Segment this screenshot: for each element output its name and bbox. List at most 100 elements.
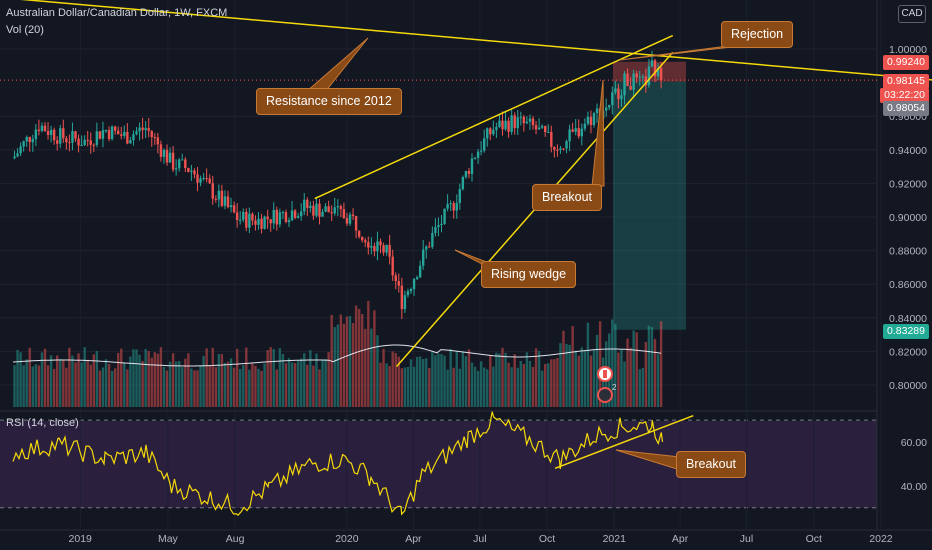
volume-bar [513,353,516,407]
volume-bar [28,347,31,407]
volume-bar [601,357,605,407]
volume-bar [580,347,583,407]
candle-body [52,129,56,141]
volume-bar [598,321,602,407]
candle-body [220,190,224,206]
currency-button[interactable]: CAD [898,5,926,23]
volume-bar [211,347,214,407]
candle-body [574,128,577,132]
candle-body [275,209,278,225]
volume-bar [110,370,114,407]
candle-body [263,216,266,229]
price-tick-label: 0.84000 [889,313,927,325]
candle-body [418,265,422,278]
volume-bar [126,369,129,407]
volume-bar [220,353,224,407]
volume-bar [623,361,626,407]
volume-bar [132,349,135,407]
candle-body [229,205,233,208]
candle-body [534,125,538,130]
volume-bar [629,347,632,407]
candle-body [653,60,657,77]
volume-bar [659,321,663,407]
candle-body [486,128,489,139]
candle-body [31,139,34,143]
candle-body [608,104,611,108]
candle-body [394,275,397,282]
volume-bar [583,350,587,407]
volume-bar [507,362,510,407]
candle-body [290,210,294,221]
candle-body [620,95,623,100]
candle-body [306,199,309,209]
candle-body [629,86,632,90]
volume-bar [95,351,99,407]
volume-bar [287,358,291,407]
volume-bar [223,362,227,407]
volume-bar [483,367,486,407]
volume-bar [162,366,166,407]
candle-body [251,213,254,221]
candle-body [370,246,373,248]
candle-body [107,130,111,140]
volume-bar [470,362,474,407]
volume-bar [559,343,562,407]
volume-bar [525,352,529,407]
volume-bar [373,310,376,407]
volume-bar [92,354,95,407]
volume-bar [303,353,306,407]
candle-body [193,170,196,175]
volume-bar [74,362,77,407]
volume-bar [498,353,501,407]
candle-body [501,120,504,130]
volume-bar [300,358,303,407]
volume-bar [171,353,175,407]
volume-bar [309,350,312,407]
price-tick-label: 0.94000 [889,145,927,157]
time-axis-label: Oct [539,533,555,545]
candle-body [184,159,187,169]
candle-body [22,141,25,147]
candle-body [412,279,416,290]
candle-body [583,123,587,129]
volume-bar [306,364,309,407]
volume-bar [214,367,217,407]
volume-bar [254,365,257,407]
candle-body [556,149,559,151]
volume-bar [354,305,358,407]
volume-bar [357,308,361,407]
volume-bar [117,352,120,407]
volume-bar [275,369,278,407]
candle-body [68,142,71,144]
candle-body [647,66,651,86]
volume-bar [586,322,590,407]
volume-bar [458,368,461,407]
candle-body [40,125,44,131]
volume-bar [83,347,86,407]
volume-bar [13,365,16,407]
entry-price-tag: 0.98054 [883,101,929,116]
candle-body [199,178,202,183]
candle-body [296,216,300,218]
volume-bar [650,327,654,407]
candle-body [464,170,468,178]
candle-body [467,170,471,174]
volume-bar [129,356,132,407]
candle-body [257,218,260,225]
volume-bar [345,316,349,407]
candle-body [528,118,532,122]
volume-bar [400,368,404,407]
volume-bar [168,361,172,407]
volume-bar [272,349,275,407]
volume-bar [428,368,431,407]
volume-bar [425,358,428,407]
rsi-indicator-label: RSI (14, close) [6,417,79,429]
candle-body [303,199,306,212]
candle-body [309,205,312,209]
time-axis-label: Apr [672,533,689,545]
volume-bar [440,354,443,407]
candle-body [202,178,205,180]
volume-bar [190,368,193,407]
candle-body [300,211,303,217]
